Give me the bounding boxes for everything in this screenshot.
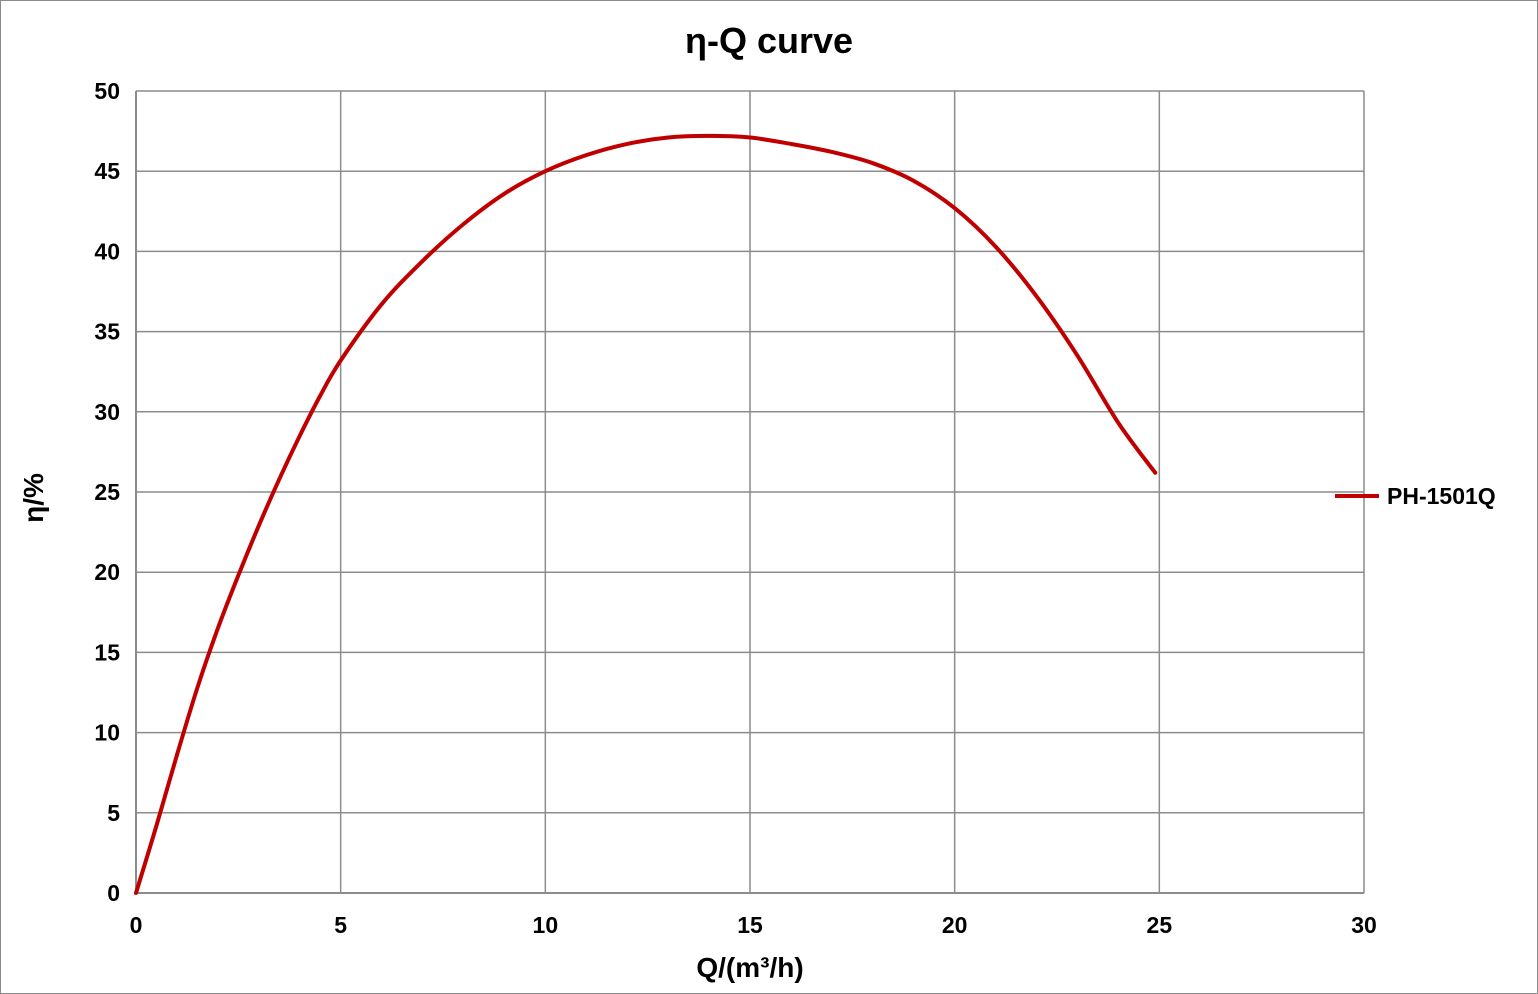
x-tick-label: 30 [1351,912,1377,938]
x-tick-label: 15 [737,912,763,938]
y-tick-label: 50 [94,78,120,104]
y-tick-label: 45 [94,158,120,184]
legend: PH-1501Q [1335,483,1496,509]
y-axis-label: η/% [18,473,49,523]
y-tick-label: 25 [94,479,120,505]
x-axis-label: Q/(m³/h) [696,952,803,983]
y-tick-label: 40 [94,238,120,264]
y-tick-label: 30 [94,399,120,425]
y-tick-label: 20 [94,559,120,585]
y-tick-label: 35 [94,319,120,345]
grid [135,90,1365,894]
tick-labels: 0 5 10 15 20 25 30 35 40 45 50 0 5 10 15 20 25 30 [94,78,1376,938]
legend-label: PH-1501Q [1387,483,1496,509]
y-tick-label: 5 [107,800,120,826]
x-tick-label: 0 [130,912,143,938]
x-tick-label: 10 [533,912,559,938]
x-tick-label: 20 [942,912,968,938]
x-tick-label: 25 [1147,912,1173,938]
y-tick-label: 0 [107,880,120,906]
series-line-0 [134,133,1158,895]
x-tick-label: 5 [334,912,347,938]
y-tick-label: 10 [94,720,120,746]
series-layer [134,133,1158,895]
chart-title: η-Q curve [685,20,853,61]
y-tick-label: 15 [94,639,120,665]
